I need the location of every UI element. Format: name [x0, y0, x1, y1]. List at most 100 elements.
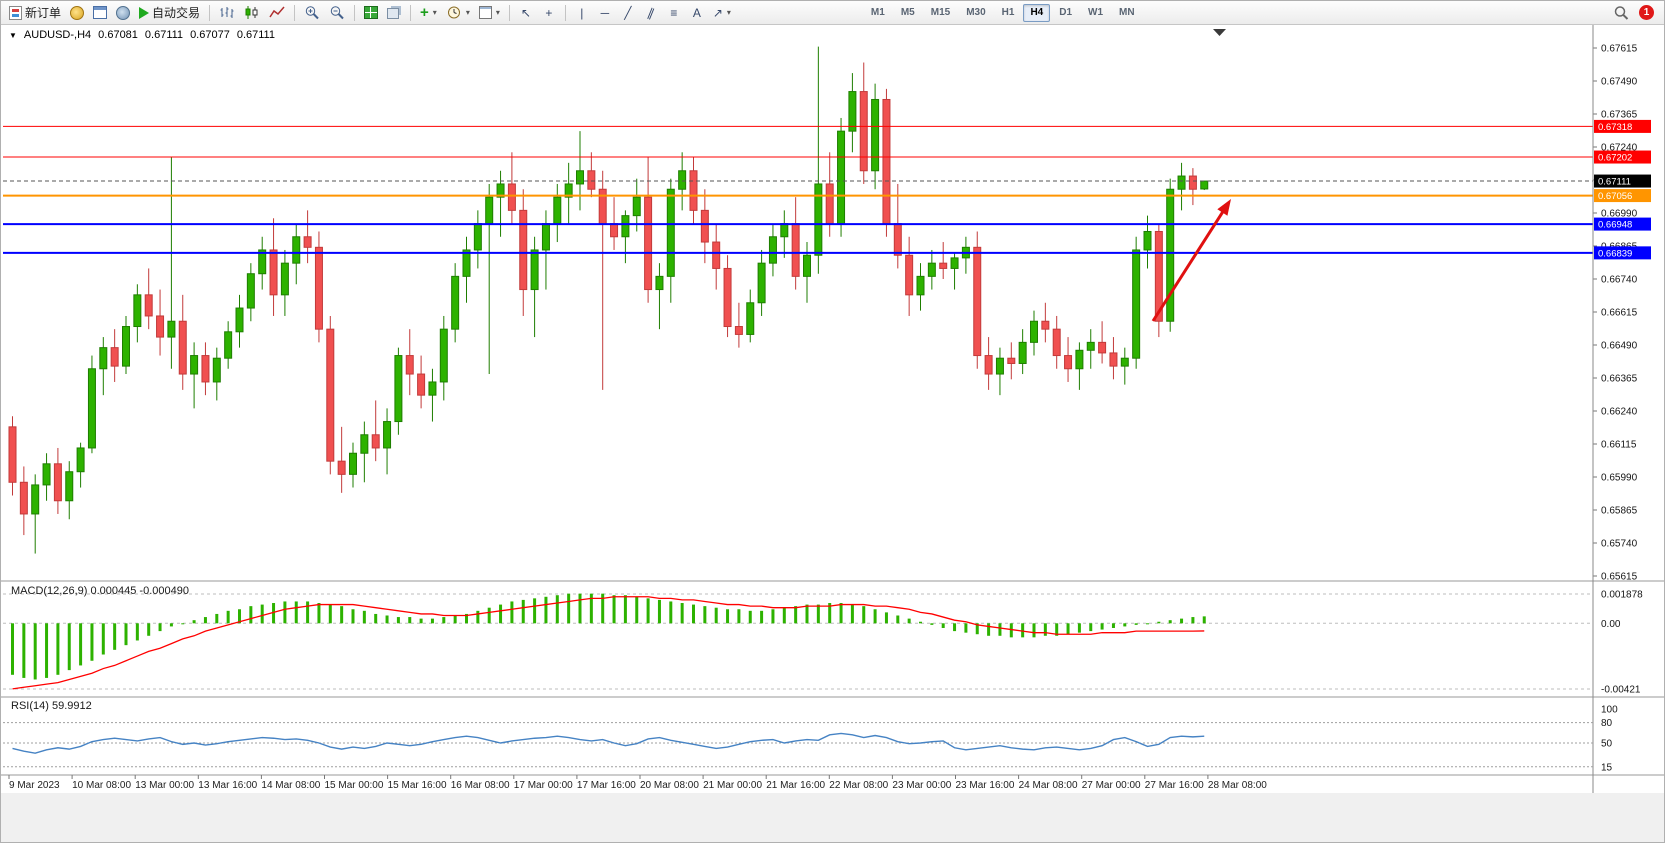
macd-label: MACD(12,26,9) 0.000445 -0.000490 — [11, 585, 189, 597]
svg-text:17 Mar 00:00: 17 Mar 00:00 — [514, 780, 573, 791]
candles-layer — [8, 46, 1209, 554]
horizontal-line-0.66839[interactable]: 0.66839 — [3, 246, 1651, 260]
svg-text:0.66948: 0.66948 — [1598, 220, 1632, 231]
text-tool-button[interactable]: A — [686, 3, 708, 23]
svg-text:0.65615: 0.65615 — [1601, 572, 1638, 583]
horizontal-line-0.67202[interactable]: 0.67202 — [3, 150, 1651, 164]
cursor-button[interactable]: ↖ — [515, 3, 537, 23]
fibonacci-button[interactable]: ≡ — [663, 3, 685, 23]
timeframe-m15[interactable]: M15 — [924, 4, 957, 22]
clock-icon — [447, 6, 460, 19]
toolbar-separator — [209, 4, 211, 21]
tile-windows-button[interactable] — [360, 3, 382, 23]
zoom-in-icon — [305, 6, 319, 20]
trendline-button[interactable]: ╱ — [617, 3, 639, 23]
chevron-down-icon: ▾ — [726, 8, 731, 17]
svg-text:0.00: 0.00 — [1601, 619, 1621, 630]
vertical-line-icon: | — [580, 5, 584, 20]
timeframe-toolbar: M1 M5 M15 M30 H1 H4 D1 W1 MN — [864, 3, 1142, 22]
zoom-out-button[interactable] — [325, 3, 349, 23]
horizontal-line-0.66948[interactable]: 0.66948 — [3, 217, 1651, 231]
main-toolbar: 新订单 自动交易 + ▾ — [1, 1, 1664, 25]
svg-text:0.67490: 0.67490 — [1601, 77, 1638, 88]
timeframe-d1[interactable]: D1 — [1052, 4, 1079, 22]
arrows-tool-button[interactable]: ↗ ▾ — [709, 3, 735, 23]
macd-panel: 0.001878 0.00 -0.00421 — [3, 590, 1643, 696]
arrows-tool-icon: ↗ — [712, 5, 723, 20]
new-order-button[interactable]: 新订单 — [5, 3, 65, 23]
indicators-button[interactable]: + ▾ — [416, 3, 441, 23]
svg-text:0.65740: 0.65740 — [1601, 539, 1638, 550]
svg-text:15 Mar 00:00: 15 Mar 00:00 — [325, 780, 384, 791]
notification-badge[interactable]: 1 — [1639, 5, 1654, 20]
svg-text:0.67111: 0.67111 — [1598, 177, 1631, 188]
toolbar-right-group: 1 — [1609, 3, 1660, 23]
svg-text:0.66740: 0.66740 — [1601, 275, 1638, 286]
timeframe-h1[interactable]: H1 — [995, 4, 1022, 22]
text-tool-icon: A — [692, 5, 701, 20]
candlestick-chart-button[interactable] — [240, 3, 264, 23]
svg-text:23 Mar 16:00: 23 Mar 16:00 — [956, 780, 1015, 791]
ohlc-open: 0.67081 — [98, 29, 138, 41]
cascade-windows-button[interactable] — [383, 3, 405, 23]
search-icon — [1614, 5, 1629, 20]
chart-canvas[interactable]: 0.676150.674900.673650.672400.671150.669… — [1, 25, 1665, 843]
search-button[interactable] — [1609, 3, 1633, 23]
svg-text:24 Mar 08:00: 24 Mar 08:00 — [1019, 780, 1078, 791]
toolbar-separator — [294, 4, 296, 21]
zoom-in-button[interactable] — [300, 3, 324, 23]
candlestick-chart-icon — [245, 6, 258, 19]
periods-button[interactable]: ▾ — [442, 3, 474, 23]
data-window-icon — [93, 6, 108, 19]
chart-shift-marker[interactable] — [1213, 29, 1226, 36]
svg-text:10 Mar 08:00: 10 Mar 08:00 — [72, 780, 131, 791]
arrow-annotation[interactable] — [1151, 199, 1231, 322]
chevron-down-icon: ▾ — [465, 8, 470, 17]
svg-text:14 Mar 08:00: 14 Mar 08:00 — [261, 780, 320, 791]
svg-text:21 Mar 16:00: 21 Mar 16:00 — [766, 780, 825, 791]
svg-text:0.001878: 0.001878 — [1601, 590, 1643, 601]
chart-area[interactable]: 0.676150.674900.673650.672400.671150.669… — [1, 25, 1665, 843]
timeframe-w1[interactable]: W1 — [1081, 4, 1110, 22]
auto-trading-icon — [139, 6, 150, 19]
horizontal-line-button[interactable]: ─ — [594, 3, 616, 23]
trendline-icon: ╱ — [624, 5, 632, 20]
timeframe-mn[interactable]: MN — [1112, 4, 1142, 22]
line-chart-button[interactable] — [265, 3, 289, 23]
crosshair-icon: + — [545, 5, 553, 20]
horizontal-line-0.67318[interactable]: 0.67318 — [3, 119, 1651, 133]
line-chart-icon — [269, 6, 285, 18]
auto-trading-button[interactable]: 自动交易 — [135, 3, 204, 23]
chevron-down-icon: ▾ — [495, 8, 500, 17]
svg-text:0.65865: 0.65865 — [1601, 506, 1638, 517]
timeframe-h4[interactable]: H4 — [1023, 3, 1051, 22]
svg-text:0.67202: 0.67202 — [1598, 153, 1632, 164]
zoom-out-icon — [330, 6, 344, 20]
ohlc-high: 0.67111 — [144, 29, 184, 41]
data-window-button[interactable] — [89, 3, 111, 23]
templates-button[interactable]: ▾ — [475, 3, 504, 23]
navigator-button[interactable] — [112, 3, 134, 23]
rsi-label: RSI(14) 59.9912 — [11, 700, 92, 712]
svg-text:0.66365: 0.66365 — [1601, 374, 1638, 385]
timeframe-m1[interactable]: M1 — [864, 4, 892, 22]
chevron-down-icon: ▾ — [432, 8, 437, 17]
bar-chart-button[interactable] — [215, 3, 239, 23]
channel-button[interactable]: ∥ — [640, 3, 662, 23]
svg-text:27 Mar 16:00: 27 Mar 16:00 — [1145, 780, 1204, 791]
vertical-line-button[interactable]: | — [571, 3, 593, 23]
cascade-windows-icon — [387, 8, 400, 19]
market-watch-button[interactable] — [66, 3, 88, 23]
new-order-label: 新订单 — [25, 6, 62, 20]
svg-text:0.67318: 0.67318 — [1598, 122, 1632, 133]
horizontal-line-0.67056[interactable]: 0.67056 — [3, 189, 1651, 203]
svg-text:28 Mar 08:00: 28 Mar 08:00 — [1208, 780, 1267, 791]
toolbar-separator — [564, 4, 566, 21]
timeframe-m30[interactable]: M30 — [959, 4, 992, 22]
svg-text:0.67240: 0.67240 — [1601, 143, 1638, 154]
timeframe-m5[interactable]: M5 — [894, 4, 922, 22]
channel-icon: ∥ — [645, 4, 657, 21]
svg-text:15: 15 — [1601, 762, 1613, 773]
crosshair-button[interactable]: + — [538, 3, 560, 23]
